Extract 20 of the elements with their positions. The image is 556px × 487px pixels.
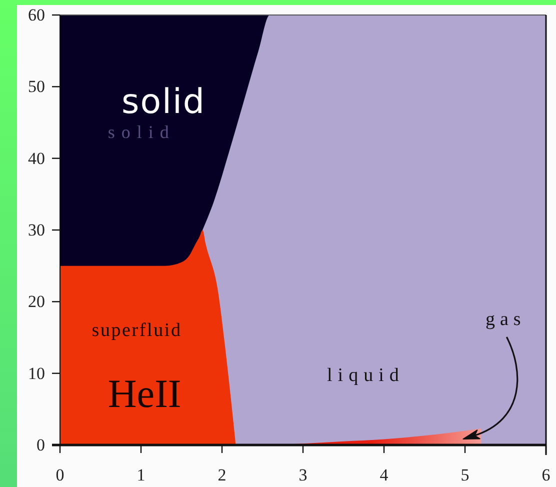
x-tick-label: 5 (460, 466, 470, 484)
y-tick-label: 30 (28, 220, 45, 240)
annotation: solid (108, 122, 176, 142)
series-label: liquid (327, 364, 404, 386)
y-tick-label: 10 (28, 364, 45, 383)
x-tick-label: 3 (298, 466, 308, 484)
x-tick-label: 4 (380, 466, 389, 484)
x-tick-label: 2 (218, 466, 226, 484)
x-tick-label: 6 (542, 466, 550, 484)
y-tick-label: 0 (36, 436, 45, 454)
y-tick-label: 50 (28, 77, 45, 96)
series-label: superfluid (92, 320, 182, 342)
x-tick-label: 0 (56, 466, 64, 484)
annotation: HeII (108, 371, 182, 416)
series-label: solid (122, 82, 206, 122)
x-tick-label: 1 (136, 466, 146, 484)
y-tick-label: 20 (28, 292, 45, 312)
text: gas (486, 309, 526, 330)
y-tick-label: 40 (28, 148, 45, 168)
y-tick-label: 60 (28, 6, 45, 24)
